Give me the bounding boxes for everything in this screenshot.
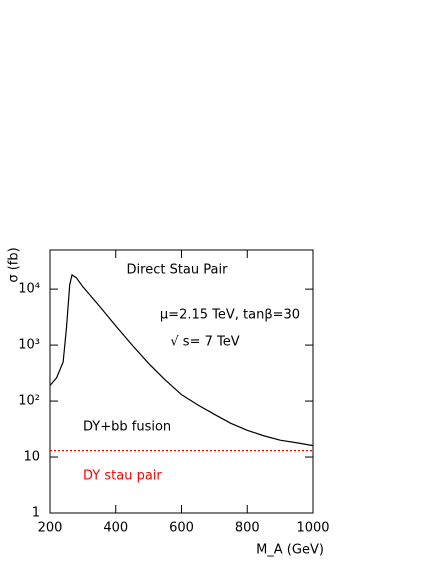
x-tick-label: 400 (103, 521, 128, 536)
y-axis-label: σ (fb) (7, 247, 22, 282)
y-tick-label: 10⁴ (18, 282, 40, 297)
y-tick-label: 10² (18, 394, 40, 409)
series-line (49, 273, 314, 447)
x-tick-label: 600 (169, 521, 194, 536)
x-tick-label: 1000 (296, 521, 329, 536)
annotation: √ s= 7 TeV (170, 335, 239, 350)
series-label: DY+bb fusion (83, 420, 171, 435)
x-axis-label: M_A (GeV) (256, 543, 324, 558)
annotation: Direct Stau Pair (127, 263, 229, 278)
y-tick-label: 1 (32, 506, 40, 521)
y-tick-label: 10³ (18, 338, 40, 353)
x-tick-label: 200 (38, 521, 63, 536)
x-tick-label: 800 (235, 521, 260, 536)
annotation: μ=2.15 TeV, tanβ=30 (160, 308, 300, 323)
series-label: DY stau pair (83, 469, 162, 484)
y-tick-label: 10 (23, 450, 40, 465)
